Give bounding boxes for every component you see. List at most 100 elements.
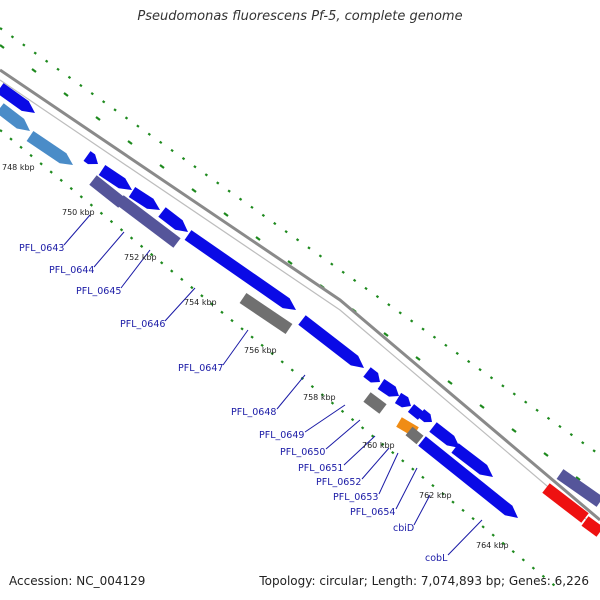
backbone-outer — [0, 68, 600, 522]
guide-dot — [478, 368, 482, 372]
gene-arrow-gray[interactable] — [239, 293, 293, 334]
guide-dot — [360, 426, 365, 430]
guide-dot — [387, 303, 391, 307]
guide-dot — [31, 68, 37, 73]
gene-arrow-pfl0653[interactable] — [417, 409, 432, 423]
guide-dot — [160, 261, 164, 265]
gene-arrow-reverse[interactable] — [556, 469, 600, 507]
gene-arrow-reverse[interactable] — [116, 195, 181, 248]
gene-label-pfl0648[interactable]: PFL_0648 — [231, 407, 276, 418]
guide-dot — [147, 132, 151, 136]
gene-label-pfl0651[interactable]: PFL_0651 — [298, 463, 343, 474]
guide-dot — [210, 302, 214, 306]
gene-arrow-reverse[interactable] — [89, 175, 126, 208]
label-leader-line — [93, 231, 125, 268]
kbp-label: 758 kbp — [303, 393, 336, 402]
guide-dot — [431, 483, 435, 488]
guide-dot — [129, 236, 134, 240]
gene-arrow-light-blue[interactable] — [26, 131, 74, 165]
topology-text: Topology: circular; Length: 7,074,893 bp… — [259, 574, 589, 588]
gene-arrow-pfl0646[interactable] — [128, 187, 160, 210]
gene-arrow-light-blue[interactable] — [0, 103, 30, 131]
guide-dot — [511, 549, 515, 554]
guide-dot — [592, 449, 596, 453]
gene-label-pfl0643[interactable]: PFL_0643 — [19, 243, 64, 254]
gene-label-cobl[interactable]: cobL — [425, 553, 448, 564]
guide-dot — [216, 181, 220, 185]
guide-dot — [109, 219, 114, 224]
label-leader-line — [378, 452, 399, 495]
gene-arrow-pfl0648[interactable] — [184, 230, 296, 310]
gene-label-pfl0652[interactable]: PFL_0652 — [316, 477, 361, 488]
gene-arrow-red[interactable] — [581, 516, 600, 537]
guide-dot — [295, 238, 300, 242]
gene-arrow-pfl0652b[interactable] — [407, 404, 425, 420]
gene-arrow-pfl0647[interactable] — [158, 207, 188, 232]
gene-label-pfl0653[interactable]: PFL_0653 — [333, 492, 378, 503]
gene-label-pfl0644[interactable]: PFL_0644 — [49, 265, 94, 276]
guide-dot — [63, 92, 69, 97]
gene-arrow-cbid[interactable] — [451, 443, 493, 477]
guide-dot — [352, 278, 357, 282]
guide-dot — [44, 59, 49, 63]
guide-dot — [489, 376, 494, 380]
guide-dot — [204, 173, 208, 177]
dotted-guides — [0, 27, 596, 587]
guide-dot — [398, 311, 402, 315]
gene-label-cbid[interactable]: cbiD — [393, 523, 414, 534]
guide-dot — [531, 566, 536, 570]
gene-arrow-pfl0649[interactable] — [298, 315, 364, 368]
guide-dot — [227, 189, 231, 193]
gene-label-pfl0647[interactable]: PFL_0647 — [178, 363, 223, 374]
kbp-label: 750 kbp — [62, 208, 95, 217]
guide-dot — [318, 254, 323, 258]
gene-arrow-pfl0651[interactable] — [377, 379, 399, 397]
gene-arrow-pfl0643[interactable] — [0, 83, 35, 113]
guide-dot — [49, 170, 53, 174]
gene-arrow-pfl0645[interactable] — [98, 165, 132, 190]
kbp-label: 764 kbp — [476, 541, 509, 550]
guide-dot — [421, 327, 425, 331]
gene-label-pfl0646[interactable]: PFL_0646 — [120, 319, 165, 330]
guide-dot — [364, 286, 368, 291]
gene-arrow-gray[interactable] — [405, 426, 424, 445]
guide-dot — [521, 558, 525, 562]
gene-arrow-red[interactable] — [542, 483, 589, 523]
guide-dot — [320, 393, 325, 397]
guide-dot — [0, 27, 3, 31]
gene-arrow-cobl[interactable] — [418, 436, 518, 518]
label-leader-line — [222, 329, 249, 366]
guide-dot — [375, 294, 380, 299]
kbp-label: 760 kbp — [362, 441, 395, 450]
guide-dot — [95, 116, 101, 121]
guide-dot — [546, 416, 551, 420]
guide-dot — [307, 246, 311, 250]
guide-dot — [200, 294, 204, 298]
gene-arrow-pfl0650[interactable] — [363, 367, 380, 383]
gene-label-pfl0654[interactable]: PFL_0654 — [350, 507, 395, 518]
gene-arrow-pfl0644[interactable] — [83, 151, 99, 165]
guide-dot — [89, 203, 94, 207]
gene-label-pfl0650[interactable]: PFL_0650 — [280, 447, 325, 458]
guide-dot — [33, 51, 37, 55]
guide-dot — [383, 332, 389, 337]
guide-dot — [340, 409, 345, 413]
kbp-label: 756 kbp — [244, 346, 277, 355]
guide-dot — [67, 75, 72, 80]
guide-dot — [409, 319, 414, 323]
guide-dot — [29, 153, 33, 158]
gene-label-pfl0645[interactable]: PFL_0645 — [76, 286, 121, 297]
guide-dot — [193, 165, 197, 169]
guide-dot — [119, 228, 124, 232]
guide-dot — [181, 156, 186, 161]
gene-label-pfl0649[interactable]: PFL_0649 — [259, 430, 304, 441]
guide-dot — [501, 384, 505, 388]
gene-arrow-gray[interactable] — [363, 392, 387, 414]
gene-arrow-pfl0654[interactable] — [429, 422, 460, 448]
gene-features — [0, 83, 600, 537]
guide-dot — [255, 236, 261, 241]
gene-arrow-pfl0652[interactable] — [394, 392, 411, 408]
guide-dot — [350, 417, 355, 422]
guide-dot — [330, 262, 334, 266]
